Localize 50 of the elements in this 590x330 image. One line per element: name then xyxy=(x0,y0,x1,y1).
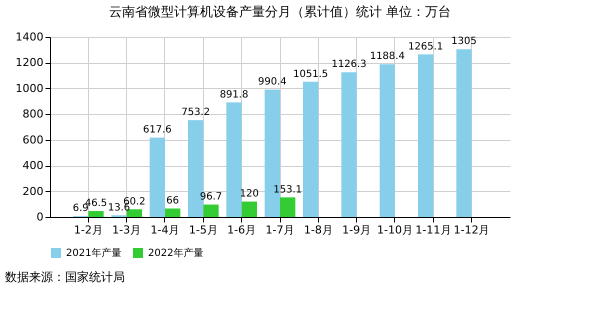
x-tick-label: 1-3月 xyxy=(112,224,142,236)
bar xyxy=(341,72,357,217)
bar xyxy=(226,102,242,217)
data-label: 990.4 xyxy=(258,76,287,88)
legend-label: 2021年产量 xyxy=(66,247,122,259)
x-tick-label: 1-2月 xyxy=(74,224,103,236)
y-tick-label: 1400 xyxy=(16,30,44,44)
chart-title: 云南省微型计算机设备产量分月（累计值）统计 单位：万台 xyxy=(108,5,452,20)
bar xyxy=(150,138,165,217)
data-label: 153.1 xyxy=(273,184,302,196)
y-tick-label: 1200 xyxy=(16,56,44,70)
bar xyxy=(380,64,395,217)
x-tick-label: 1-12月 xyxy=(454,224,490,236)
bar xyxy=(165,208,180,217)
data-label: 1188.4 xyxy=(370,51,405,62)
data-label: 1265.1 xyxy=(408,41,444,52)
data-label: 891.8 xyxy=(220,89,248,100)
x-tick-label: 1-5月 xyxy=(188,224,218,236)
bar xyxy=(203,204,219,217)
data-label: 66 xyxy=(166,196,180,207)
x-tick-label: 1-6月 xyxy=(227,224,256,236)
bar xyxy=(126,209,142,217)
x-tick-label: 1-7月 xyxy=(266,224,294,236)
data-label: 13.6 xyxy=(108,202,130,214)
x-tick-label: 1-8月 xyxy=(304,224,333,236)
data-label: 753.2 xyxy=(181,107,210,118)
bar xyxy=(418,54,434,217)
data-label: 1126.3 xyxy=(332,59,366,70)
bar xyxy=(280,197,296,217)
y-tick-label: 400 xyxy=(22,159,44,172)
bar xyxy=(456,49,472,217)
x-tick-label: 1-11月 xyxy=(415,224,452,236)
y-tick-label: 200 xyxy=(22,184,44,198)
data-label: 1051.5 xyxy=(293,68,328,80)
legend-label: 2022年产量 xyxy=(148,247,204,259)
y-tick-label: 1000 xyxy=(16,82,44,95)
x-tick-label: 1-9月 xyxy=(342,224,372,236)
bar xyxy=(242,202,257,217)
y-tick-label: 0 xyxy=(36,210,44,224)
x-tick-label: 1-10月 xyxy=(377,224,413,236)
data-label: 1305 xyxy=(451,36,477,48)
source-note: 数据来源：国家统计局 xyxy=(5,270,125,284)
data-label: 120 xyxy=(240,188,259,200)
data-label: 617.6 xyxy=(143,124,172,136)
y-tick-label: 600 xyxy=(22,133,44,146)
y-tick-label: 800 xyxy=(22,108,44,121)
bar xyxy=(303,82,318,217)
bar xyxy=(88,211,104,217)
data-label: 96.7 xyxy=(200,192,222,203)
x-tick-label: 1-4月 xyxy=(150,224,180,236)
